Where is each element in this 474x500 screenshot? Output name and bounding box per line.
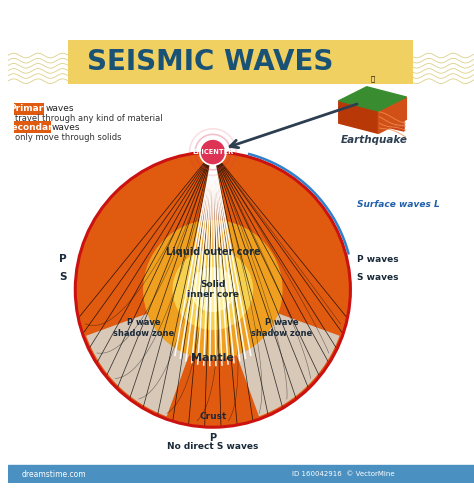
Circle shape — [191, 268, 235, 312]
Text: P wave
shadow zone: P wave shadow zone — [251, 318, 312, 338]
FancyBboxPatch shape — [68, 40, 413, 84]
Wedge shape — [86, 290, 213, 416]
Text: No direct S waves: No direct S waves — [167, 442, 258, 451]
Text: 🏔: 🏔 — [371, 76, 375, 82]
Polygon shape — [365, 122, 404, 131]
Polygon shape — [8, 466, 474, 483]
Polygon shape — [378, 97, 406, 134]
Text: dreamstime.com: dreamstime.com — [22, 470, 87, 479]
Polygon shape — [339, 101, 378, 134]
Text: Primary: Primary — [9, 104, 49, 113]
FancyBboxPatch shape — [14, 102, 45, 115]
Text: P: P — [210, 433, 217, 443]
Wedge shape — [213, 290, 339, 416]
Polygon shape — [365, 112, 404, 122]
Text: waves: waves — [46, 104, 74, 113]
Text: P wave
shadow zone: P wave shadow zone — [113, 318, 174, 338]
Text: Liquid outer core: Liquid outer core — [165, 246, 260, 256]
Polygon shape — [365, 103, 404, 113]
Text: Solid
inner core: Solid inner core — [187, 280, 239, 299]
Text: ID 160042916  © VectorMine: ID 160042916 © VectorMine — [292, 472, 395, 478]
Text: SEISMIC WAVES: SEISMIC WAVES — [87, 48, 334, 76]
Circle shape — [200, 139, 226, 165]
Text: only move through solids: only move through solids — [15, 132, 121, 141]
Text: P: P — [59, 254, 67, 264]
Polygon shape — [365, 108, 404, 118]
FancyBboxPatch shape — [14, 122, 51, 134]
Text: Crust: Crust — [199, 412, 227, 422]
Text: Secondary: Secondary — [5, 123, 59, 132]
Circle shape — [144, 220, 282, 358]
Circle shape — [75, 152, 350, 427]
Text: Earthquake: Earthquake — [340, 136, 407, 145]
Circle shape — [173, 250, 253, 330]
Text: waves: waves — [52, 123, 80, 132]
Polygon shape — [365, 118, 404, 127]
Text: travel through any kind of material: travel through any kind of material — [15, 114, 162, 122]
Text: Surface waves L: Surface waves L — [357, 200, 440, 209]
Text: P waves: P waves — [357, 255, 399, 264]
Text: S: S — [59, 272, 67, 282]
Polygon shape — [339, 87, 406, 111]
Text: S waves: S waves — [357, 273, 399, 282]
Text: Mantle: Mantle — [191, 354, 234, 364]
Text: EPICENTER: EPICENTER — [192, 149, 234, 155]
